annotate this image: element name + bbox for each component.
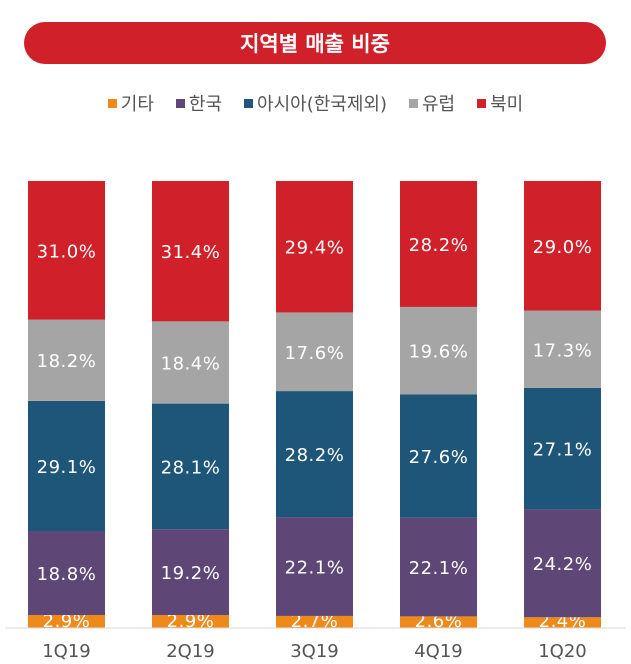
legend-label: 북미 <box>490 94 524 115</box>
bar-segment <box>276 312 353 392</box>
data-label: 31.4% <box>161 242 221 263</box>
data-label: 17.3% <box>533 340 593 361</box>
category-label: 1Q19 <box>42 641 91 662</box>
legend-item: 한국 <box>175 90 223 116</box>
data-label: 2.7% <box>291 611 339 632</box>
legend-label: 유럽 <box>421 94 456 115</box>
bar-segment <box>28 181 105 320</box>
bar-segment <box>28 615 105 628</box>
bar-segment <box>400 306 477 395</box>
bar-segment <box>152 615 229 628</box>
data-label: 2.9% <box>43 611 91 632</box>
data-label: 18.4% <box>161 353 221 374</box>
bar-segment <box>524 509 601 618</box>
legend-item: 북미 <box>477 90 523 116</box>
bar-segment <box>152 181 229 322</box>
data-label: 24.2% <box>533 554 593 575</box>
data-label: 22.1% <box>285 558 345 579</box>
data-label: 22.1% <box>409 558 469 579</box>
legend-item: 기타 <box>107 90 154 116</box>
data-label: 29.0% <box>533 237 593 258</box>
bar-segment <box>524 387 601 510</box>
legend-swatch <box>107 98 117 108</box>
bar-segment <box>400 517 477 617</box>
data-label: 2.9% <box>167 611 215 632</box>
bar-segment <box>152 321 229 404</box>
category-label: 2Q19 <box>166 641 215 662</box>
legend-label: 기타 <box>120 94 154 115</box>
data-label: 31.0% <box>37 241 97 262</box>
data-label: 18.2% <box>37 351 97 372</box>
legend-swatch <box>175 98 185 108</box>
data-label: 28.2% <box>409 235 469 256</box>
data-label: 27.6% <box>409 447 469 468</box>
bar-segment <box>400 394 477 518</box>
legend-item: 유럽 <box>408 90 456 116</box>
legend: 기타 한국 아시아(한국제외) 유럽 북미 <box>0 90 631 116</box>
data-label: 27.1% <box>533 440 593 461</box>
category-label: 1Q20 <box>538 641 587 662</box>
category-label: 4Q19 <box>414 641 463 662</box>
bar-segment <box>28 531 105 616</box>
data-label: 28.2% <box>285 445 345 466</box>
bar-segment <box>524 617 601 628</box>
legend-label: 한국 <box>188 94 223 115</box>
legend-item: 아시아(한국제외) <box>244 90 387 116</box>
bar-segment <box>152 529 229 616</box>
bar-segment <box>276 615 353 628</box>
legend-swatch <box>244 98 254 108</box>
bar-segment <box>400 181 477 307</box>
bar-segment <box>400 616 477 628</box>
legend-label: 아시아(한국제외) <box>257 94 387 115</box>
data-label: 19.2% <box>161 563 221 584</box>
bar-segment <box>276 181 353 313</box>
data-label: 29.4% <box>285 238 345 259</box>
data-label: 29.1% <box>37 457 97 478</box>
bar-segment <box>152 403 229 530</box>
legend-swatch <box>477 98 487 108</box>
bar-segment <box>276 391 353 518</box>
bar-segment <box>28 319 105 401</box>
chart-title: 지역별 매출 비중 <box>24 22 606 64</box>
bar-segment <box>524 310 601 388</box>
data-label: 17.6% <box>285 343 345 364</box>
data-label: 28.1% <box>161 457 221 478</box>
bar-segment <box>524 181 601 311</box>
legend-swatch <box>408 98 418 108</box>
bar-segment <box>28 400 105 532</box>
data-label: 19.6% <box>409 342 469 363</box>
bar-segment <box>276 517 353 616</box>
data-label: 18.8% <box>37 564 97 585</box>
category-label: 3Q19 <box>290 641 339 662</box>
